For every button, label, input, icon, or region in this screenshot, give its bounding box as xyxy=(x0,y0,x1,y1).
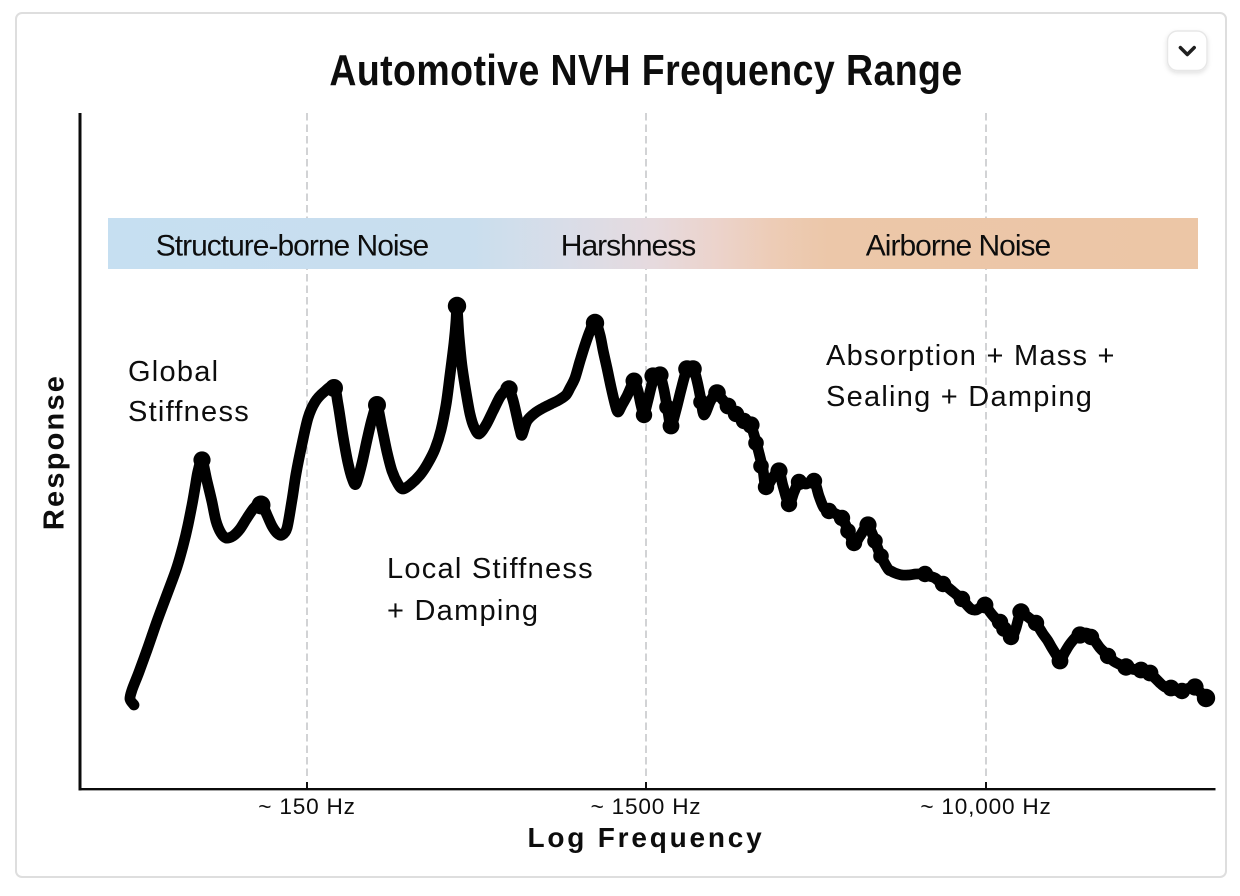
svg-text:Structure-borne Noise: Structure-borne Noise xyxy=(156,230,429,263)
svg-text:+ Damping: + Damping xyxy=(387,595,539,627)
svg-text:Airborne Noise: Airborne Noise xyxy=(866,230,1051,263)
svg-text:Global: Global xyxy=(128,356,219,388)
svg-text:Harshness: Harshness xyxy=(561,230,695,263)
svg-text:Sealing + Damping: Sealing + Damping xyxy=(826,381,1093,413)
svg-text:Absorption + Mass +: Absorption + Mass + xyxy=(826,340,1116,372)
svg-text:Response: Response xyxy=(39,374,71,530)
svg-text:~ 1500 Hz: ~ 1500 Hz xyxy=(591,794,702,819)
svg-text:~ 150 Hz: ~ 150 Hz xyxy=(258,794,355,819)
svg-text:~ 10,000 Hz: ~ 10,000 Hz xyxy=(920,794,1051,819)
svg-text:Stiffness: Stiffness xyxy=(128,396,250,428)
svg-text:Local Stiffness: Local Stiffness xyxy=(387,553,594,585)
svg-text:Automotive NVH Frequency Range: Automotive NVH Frequency Range xyxy=(329,45,962,95)
svg-text:Log Frequency: Log Frequency xyxy=(527,822,764,853)
